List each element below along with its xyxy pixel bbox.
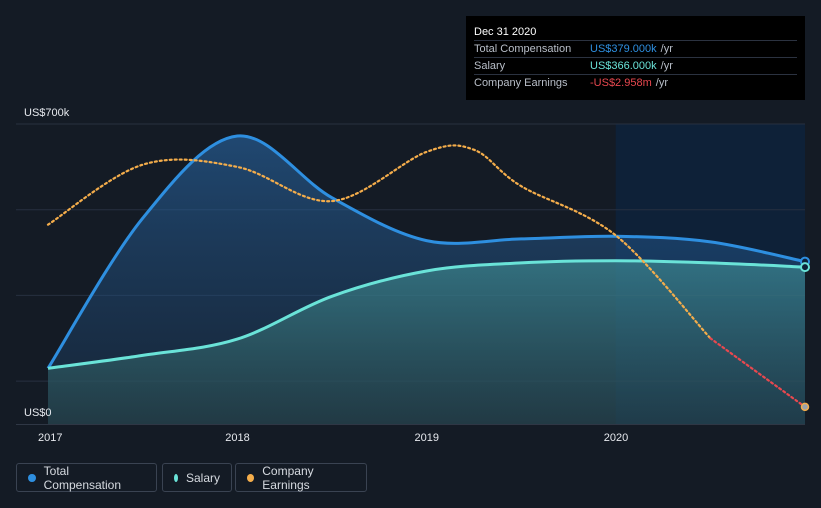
salary-line [47, 259, 806, 370]
x-tick-label: 2020 [604, 432, 628, 444]
y-axis-label-bottom: US$0 [24, 407, 52, 419]
y-axis-label-top: US$700k [24, 107, 70, 119]
tooltip-row-salary: Salary US$366.000k /yr [474, 57, 797, 74]
tooltip-unit: /yr [655, 77, 668, 89]
salary-area [48, 260, 805, 424]
tooltip-label: Total Compensation [474, 43, 572, 55]
tooltip-value: -US$2.958m [590, 77, 652, 89]
end-markers [800, 256, 810, 412]
total-compensation-line [46, 134, 806, 370]
company-earnings-end-marker [800, 402, 810, 412]
legend-item-company-earnings[interactable]: Company Earnings [235, 463, 367, 492]
company-earnings-positive-segment [46, 144, 712, 340]
tooltip-row-total-compensation: Total Compensation US$379.000k /yr [474, 40, 797, 57]
legend-item-total-compensation[interactable]: Total Compensation [16, 463, 157, 492]
company-earnings-line [46, 144, 807, 408]
legend-dot-icon [247, 473, 255, 482]
tooltip-row-company-earnings: Company Earnings -US$2.958m /yr [474, 74, 797, 91]
salary-end-marker [800, 262, 810, 273]
tooltip: Dec 31 2020 Total Compensation US$379.00… [466, 16, 805, 100]
tooltip-unit: /yr [660, 43, 673, 55]
legend-dot-icon [28, 473, 36, 482]
x-axis-ticks: 2017 2018 2019 2020 [38, 432, 628, 444]
tooltip-label: Salary [474, 60, 506, 72]
tooltip-value: US$366.000k [590, 60, 657, 72]
legend-item-salary[interactable]: Salary [162, 463, 232, 492]
legend-label: Salary [185, 470, 220, 485]
legend-label: Total Compensation [43, 463, 122, 492]
tooltip-label: Company Earnings [474, 77, 568, 89]
x-tick-label: 2018 [225, 432, 249, 444]
x-tick-label: 2019 [415, 432, 439, 444]
x-tick-label: 2017 [38, 432, 62, 444]
tooltip-value: US$379.000k [590, 43, 657, 55]
legend-label: Company Earnings [262, 463, 314, 492]
legend-dot-icon [174, 473, 178, 482]
tooltip-date: Dec 31 2020 [474, 26, 537, 38]
tooltip-unit: /yr [660, 60, 673, 72]
